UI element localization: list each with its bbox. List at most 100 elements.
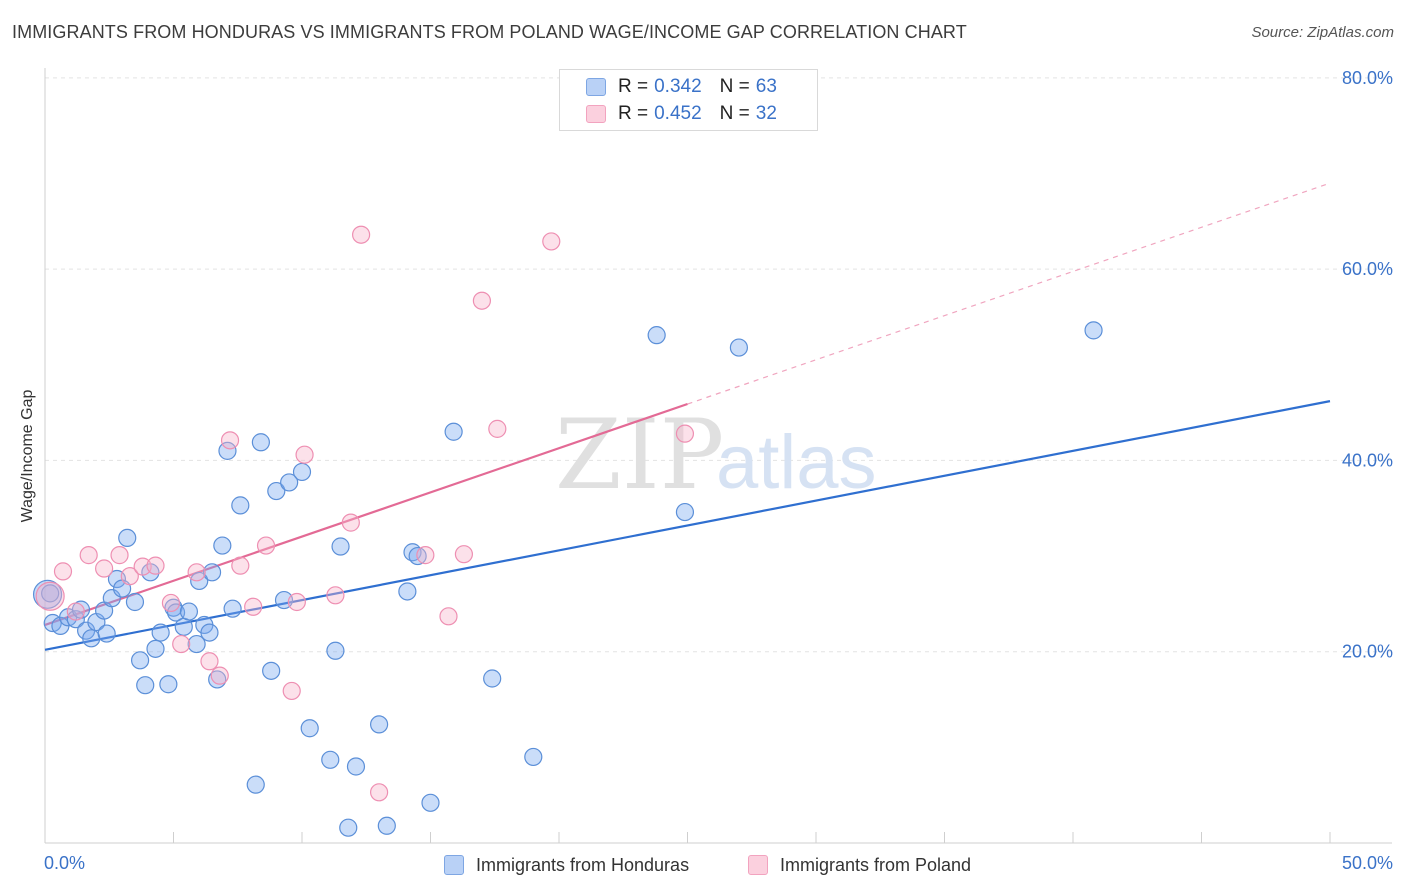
data-point-poland xyxy=(231,556,250,575)
data-point-poland xyxy=(416,546,435,565)
data-point-honduras xyxy=(66,610,85,629)
data-points xyxy=(32,225,1103,837)
data-point-honduras xyxy=(408,546,427,566)
data-point-honduras xyxy=(97,624,116,643)
data-point-honduras xyxy=(647,326,666,345)
data-point-honduras xyxy=(377,816,396,835)
data-point-poland xyxy=(66,602,85,621)
data-point-poland xyxy=(295,445,314,464)
trend-line-extension-1 xyxy=(687,182,1331,405)
data-point-honduras xyxy=(32,579,63,609)
grid xyxy=(45,77,1392,653)
legend-n-value-poland: 32 xyxy=(755,103,777,124)
data-point-honduras xyxy=(267,481,286,501)
x-tick-label-left: 0.0% xyxy=(44,853,85,873)
data-point-poland xyxy=(210,666,229,685)
data-point-honduras xyxy=(41,584,60,603)
data-point-honduras xyxy=(187,634,206,654)
data-point-poland xyxy=(79,546,98,565)
data-point-honduras xyxy=(339,818,358,837)
x-tick-label-right: 50.0% xyxy=(1342,853,1393,873)
data-point-poland xyxy=(256,536,276,555)
data-point-honduras xyxy=(166,603,186,622)
data-point-honduras xyxy=(280,473,299,492)
data-point-honduras xyxy=(118,528,137,548)
data-point-poland xyxy=(120,567,139,586)
data-point-poland xyxy=(133,557,152,576)
watermark: ZIP atlas xyxy=(555,399,877,511)
data-point-honduras xyxy=(82,629,101,648)
data-point-honduras xyxy=(483,669,502,688)
legend-r-label: R = xyxy=(618,76,649,97)
data-point-poland xyxy=(146,556,165,575)
source-label: Source: ZipAtlas.com xyxy=(1251,24,1394,41)
axes xyxy=(44,68,1392,844)
legend: R = 0.342 N = 63 R = 0.452 N = 32 xyxy=(559,69,818,131)
data-point-poland xyxy=(110,546,129,565)
data-point-honduras xyxy=(251,433,270,452)
data-point-honduras xyxy=(524,747,543,767)
legend-r-value-poland: 0.452 xyxy=(654,103,702,124)
bottom-legend-swatch-poland xyxy=(748,855,768,875)
legend-row-honduras: R = 0.342 N = 63 xyxy=(586,75,777,99)
data-point-poland xyxy=(454,545,474,564)
y-tick-label: 40.0% xyxy=(1342,450,1393,470)
legend-r-value-honduras: 0.342 xyxy=(654,76,702,97)
tick-labels: 20.0% 40.0% 60.0% 80.0% 0.0% 50.0% xyxy=(44,68,1393,873)
data-point-poland xyxy=(352,225,371,244)
data-point-honduras xyxy=(125,592,145,612)
data-point-poland xyxy=(282,681,301,701)
trend-line-0 xyxy=(44,400,1331,651)
y-tick-label: 20.0% xyxy=(1342,642,1393,662)
data-point-poland xyxy=(35,581,65,611)
data-point-honduras xyxy=(346,757,366,776)
data-point-poland xyxy=(472,291,491,310)
legend-swatch-poland xyxy=(586,105,606,123)
y-tick-label: 80.0% xyxy=(1342,68,1393,88)
data-point-honduras xyxy=(159,675,178,694)
data-point-poland xyxy=(488,419,507,438)
bottom-legend-label-poland: Immigrants from Poland xyxy=(780,854,972,875)
bottom-legend-honduras: Immigrants from Honduras xyxy=(444,852,689,878)
data-point-honduras xyxy=(146,639,165,658)
bottom-legend-swatch-honduras xyxy=(444,855,464,875)
data-point-poland xyxy=(220,431,240,450)
data-point-poland xyxy=(95,559,114,578)
data-point-honduras xyxy=(421,793,440,812)
data-point-honduras xyxy=(321,750,340,769)
data-point-poland xyxy=(326,586,345,605)
data-point-honduras xyxy=(398,582,417,601)
data-point-honduras xyxy=(213,536,232,555)
bottom-legend-poland: Immigrants from Poland xyxy=(748,852,971,878)
data-point-honduras xyxy=(223,599,242,618)
data-point-honduras xyxy=(202,563,222,582)
trend-line-1 xyxy=(44,402,688,626)
data-point-poland xyxy=(439,607,458,626)
data-point-honduras xyxy=(151,623,170,642)
watermark-atlas: atlas xyxy=(716,420,877,505)
data-point-poland xyxy=(244,597,263,616)
data-point-honduras xyxy=(300,719,319,738)
legend-n-label: N = xyxy=(719,76,750,97)
data-point-honduras xyxy=(246,775,265,794)
data-point-honduras xyxy=(136,676,155,695)
data-point-honduras xyxy=(231,496,250,515)
data-point-honduras xyxy=(729,338,749,357)
data-point-honduras xyxy=(174,617,193,636)
watermark-zip: ZIP xyxy=(555,399,724,511)
data-point-poland xyxy=(172,634,191,654)
data-point-honduras xyxy=(130,651,150,670)
data-point-honduras xyxy=(200,623,219,642)
data-point-poland xyxy=(161,593,181,613)
data-point-poland xyxy=(287,592,306,612)
data-point-poland xyxy=(341,513,360,532)
data-point-honduras xyxy=(1084,321,1103,340)
data-point-honduras xyxy=(444,422,463,441)
data-point-honduras xyxy=(179,602,199,621)
legend-r-label: R = xyxy=(618,103,649,124)
data-point-poland xyxy=(675,424,695,443)
data-point-honduras xyxy=(292,462,312,482)
legend-row-poland: R = 0.452 N = 32 xyxy=(586,102,777,126)
y-tick-label: 60.0% xyxy=(1342,259,1393,279)
